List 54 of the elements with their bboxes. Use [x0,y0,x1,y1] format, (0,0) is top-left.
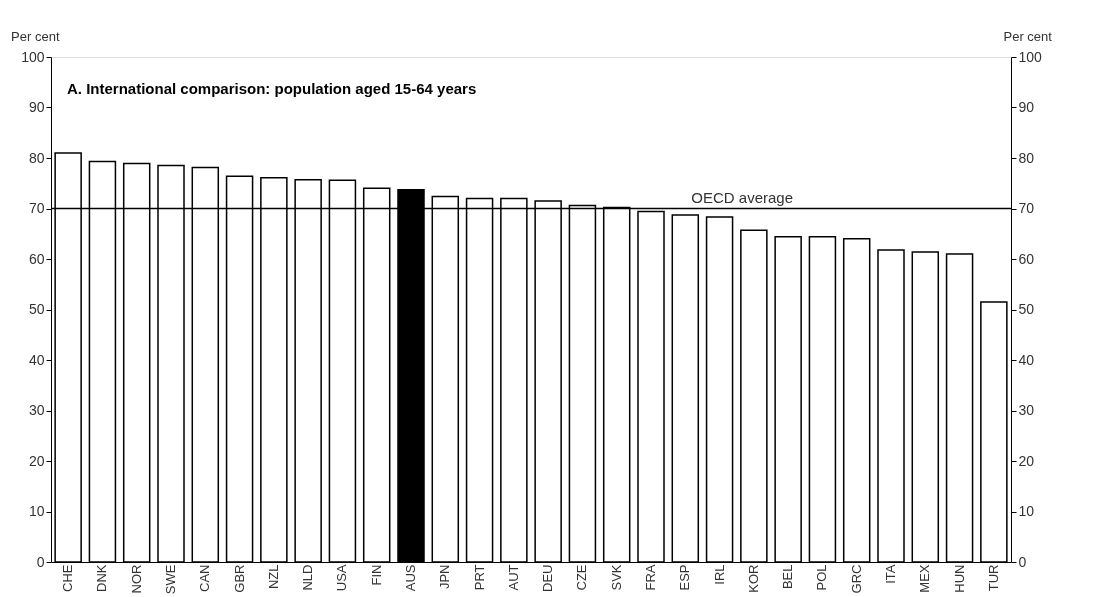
x-tick-label: AUT [505,564,521,591]
y2-tick-label: 50 [1018,301,1035,317]
x-tick-label: FIN [368,564,384,586]
x-tick-label: AUS [403,564,418,592]
x-tick-label: GBR [231,564,247,593]
x-tick-label: KOR [745,564,761,593]
y2-tick-label: 30 [1018,402,1035,418]
x-tick-label: USA [334,564,350,592]
y-tick-label: 50 [28,301,45,317]
y2-tick-label: 0 [1018,553,1027,570]
x-tick-label: ESP [677,564,693,591]
x-tick-label: BEL [780,564,796,590]
x-tick-label: CAN [197,564,213,592]
y-tick-label: 60 [28,250,45,267]
y2-tick-label: 100 [1018,48,1043,65]
x-tick-label: SWE [163,564,178,595]
y-tick-label: 80 [28,149,45,166]
y-tick-label: 70 [28,200,45,216]
y2-tick-label: 70 [1018,200,1035,216]
y2-tick-label: 90 [1018,99,1035,115]
y-tick-label: 20 [28,452,45,469]
y2-tick-label: 10 [1018,503,1035,519]
x-tick-label: DEU [540,564,556,592]
x-tick-label: JPN [437,564,453,590]
x-tick-label: IRL [711,564,727,585]
y-axis-title: Per cent [11,28,60,44]
x-tick-label: NZL [265,564,281,590]
x-tick-label: MEX [917,564,933,593]
y2-tick-label: 40 [1018,351,1035,368]
x-tick-label: ITA [883,564,898,584]
y-tick-label: 40 [28,351,45,368]
x-tick-label: POL [814,564,830,591]
y2-tick-label: 60 [1018,250,1035,267]
y-tick-label: 10 [28,503,45,519]
x-tick-label: GRC [848,564,864,594]
text: A. International comparison: population aged 15-64 years [67,80,477,97]
y2-tick-label: 20 [1018,452,1035,469]
y-tick-label: 0 [36,553,45,570]
x-tick-label: CZE [574,564,590,591]
x-tick-label: CHE [60,564,76,592]
x-tick-label: PRT [471,564,487,591]
x-tick-label: DNK [94,564,110,592]
x-tick-label: FRA [643,564,658,591]
x-tick-label: HUN [951,564,967,593]
x-tick-label: NOR [128,564,144,594]
x-tick-label: SVK [608,564,624,591]
x-tick-label: TUR [985,564,1001,592]
x-tick-label: NLD [300,564,316,591]
y-tick-label: 90 [28,99,45,115]
y2-axis-title: Per cent [1003,28,1053,44]
y2-tick-label: 80 [1018,149,1035,166]
y-tick-label: 30 [28,402,45,418]
ref-line-label: OECD average [691,188,794,206]
y-tick-label: 100 [21,48,45,65]
